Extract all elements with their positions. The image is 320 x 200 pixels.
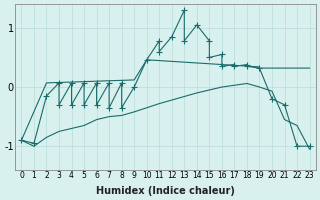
X-axis label: Humidex (Indice chaleur): Humidex (Indice chaleur) xyxy=(96,186,235,196)
